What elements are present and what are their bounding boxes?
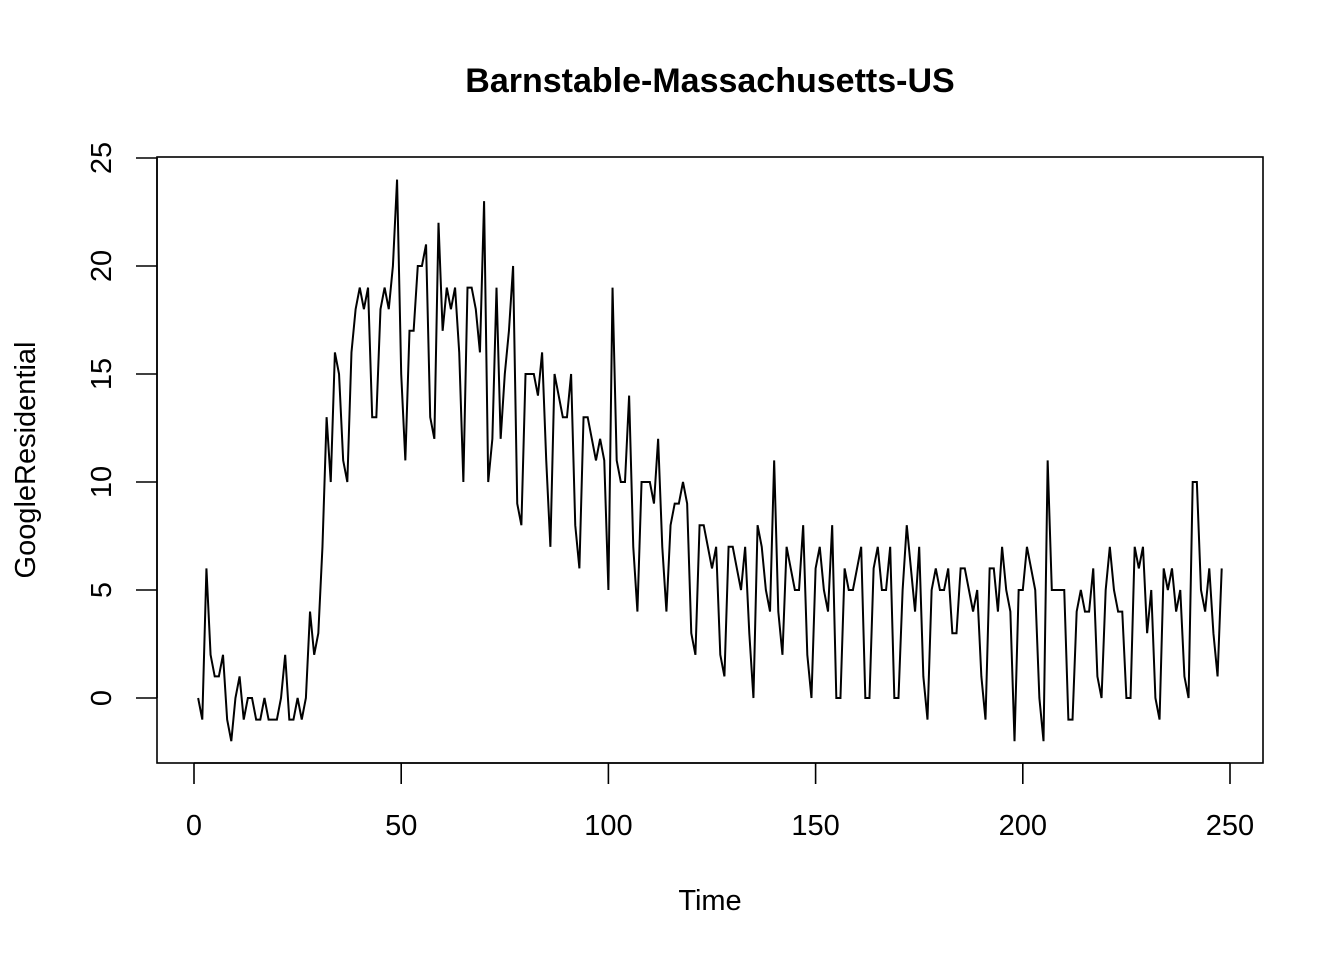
x-tick-label: 0 (186, 810, 202, 842)
x-tick-label: 100 (584, 810, 632, 842)
x-axis-title: Time (678, 885, 741, 917)
y-axis: 0 5 10 15 20 25 (86, 142, 158, 706)
y-tick-label: 25 (86, 142, 118, 174)
x-axis: 0 50 100 150 200 250 (186, 762, 1254, 842)
x-tick-label: 50 (385, 810, 417, 842)
y-tick-label: 0 (86, 690, 118, 706)
x-tick-label: 200 (999, 810, 1047, 842)
series-line (197, 179, 1223, 742)
y-axis-title: GoogleResidential (10, 342, 42, 579)
y-tick-label: 20 (86, 250, 118, 282)
x-tick-label: 250 (1206, 810, 1254, 842)
y-tick-label: 15 (86, 358, 118, 390)
chart-title: Barnstable-Massachusetts-US (465, 62, 954, 100)
x-tick-label: 150 (791, 810, 839, 842)
y-tick-label: 5 (86, 582, 118, 598)
y-tick-label: 10 (86, 466, 118, 498)
